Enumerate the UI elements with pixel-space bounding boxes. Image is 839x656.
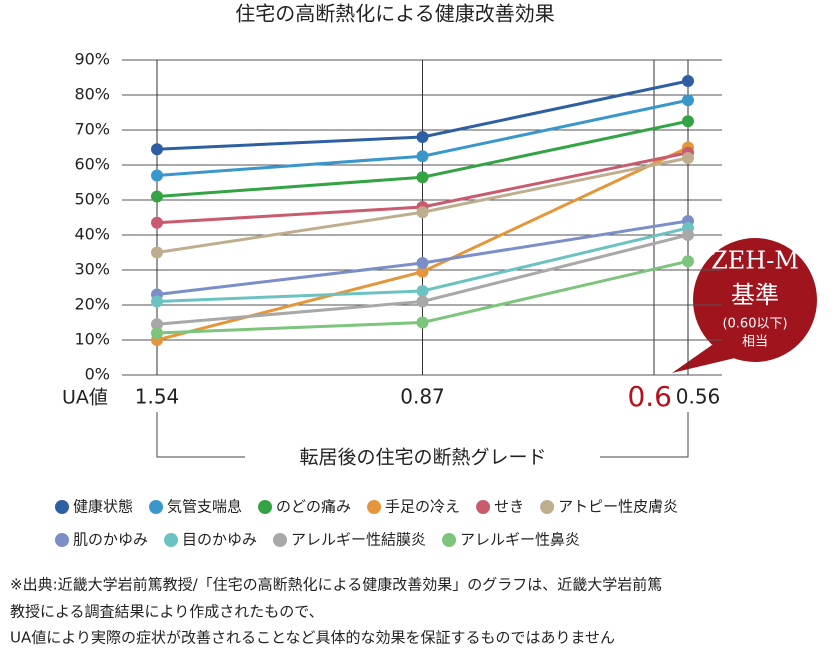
callout-text: ZEH-M xyxy=(711,247,799,275)
legend-marker xyxy=(476,500,491,514)
data-point xyxy=(416,206,429,219)
callout-text: 基準 xyxy=(731,281,779,309)
legend-label: 気管支喘息 xyxy=(167,498,242,516)
legend-marker xyxy=(367,500,382,514)
legend-marker xyxy=(442,533,457,547)
data-point xyxy=(151,143,163,156)
data-point xyxy=(682,75,694,87)
legend-label: アトピー性皮膚炎 xyxy=(558,498,678,516)
x-axis-title: 転居後の住宅の断熱グレード xyxy=(299,447,546,469)
y-tick-label: 60% xyxy=(74,155,110,174)
callout-text: (0.60以下) xyxy=(722,317,787,332)
callout-text: 相当 xyxy=(742,335,768,350)
legend-label: 健康状態 xyxy=(73,498,133,516)
data-point xyxy=(151,295,163,308)
x-tick-label: 0.56 xyxy=(676,385,721,409)
y-tick-label: 0% xyxy=(85,365,110,384)
legend-label: アレルギー性鼻炎 xyxy=(460,531,580,549)
legend-label: のどの痛み xyxy=(276,498,351,516)
y-tick-label: 90% xyxy=(74,50,110,69)
y-tick-label: 70% xyxy=(74,120,110,139)
data-point xyxy=(416,131,429,143)
x-axis-label: UA値 xyxy=(62,387,108,409)
legend-label: 目のかゆみ xyxy=(182,531,257,549)
x-tick-label: 1.54 xyxy=(135,385,180,409)
data-point xyxy=(416,285,429,297)
data-point xyxy=(682,255,694,268)
legend-marker xyxy=(55,500,69,514)
data-point xyxy=(682,152,694,164)
legend-marker xyxy=(164,533,179,547)
data-point xyxy=(151,327,163,339)
data-point xyxy=(151,318,163,331)
y-tick-label: 80% xyxy=(74,85,110,104)
legend-marker xyxy=(540,500,555,514)
y-tick-label: 50% xyxy=(74,190,110,209)
data-point xyxy=(682,94,694,107)
bracket xyxy=(156,412,689,458)
footnote: ※出典:近畿大学岩前篤教授/「住宅の高断熱化による健康改善効果」のグラフは、近畿… xyxy=(10,576,662,594)
data-point xyxy=(151,246,163,259)
footnote: 教授による調査結果により作成されたもので、 xyxy=(10,603,324,621)
data-point xyxy=(416,316,429,329)
y-tick-label: 40% xyxy=(74,225,110,244)
y-tick-label: 20% xyxy=(74,295,110,314)
chart-title: 住宅の高断熱化による健康改善効果 xyxy=(235,2,554,26)
data-point xyxy=(151,169,163,182)
legend-marker xyxy=(273,533,288,547)
legend-label: 手足の冷え xyxy=(385,498,460,516)
data-point xyxy=(416,171,429,184)
footnote: UA値により実際の症状が改善されることなど具体的な効果を保証するものではありませ… xyxy=(10,629,615,647)
annotation: 0.6 xyxy=(627,380,672,413)
legend-marker xyxy=(55,533,69,547)
data-point xyxy=(416,257,429,269)
x-tick-label: 0.87 xyxy=(400,385,445,409)
legend-marker xyxy=(149,500,164,514)
legend-marker xyxy=(258,500,273,514)
data-point xyxy=(151,216,163,229)
data-point xyxy=(416,295,429,308)
legend-label: せき xyxy=(494,498,524,516)
legend-label: アレルギー性結膜炎 xyxy=(291,531,426,549)
data-point xyxy=(416,265,429,278)
data-point xyxy=(151,190,163,203)
y-tick-label: 30% xyxy=(74,260,110,279)
y-tick-label: 10% xyxy=(74,330,110,349)
data-point xyxy=(416,150,429,163)
data-point xyxy=(682,229,694,241)
callout-circle xyxy=(693,238,817,362)
legend-label: 肌のかゆみ xyxy=(73,531,148,549)
data-point xyxy=(682,115,694,128)
